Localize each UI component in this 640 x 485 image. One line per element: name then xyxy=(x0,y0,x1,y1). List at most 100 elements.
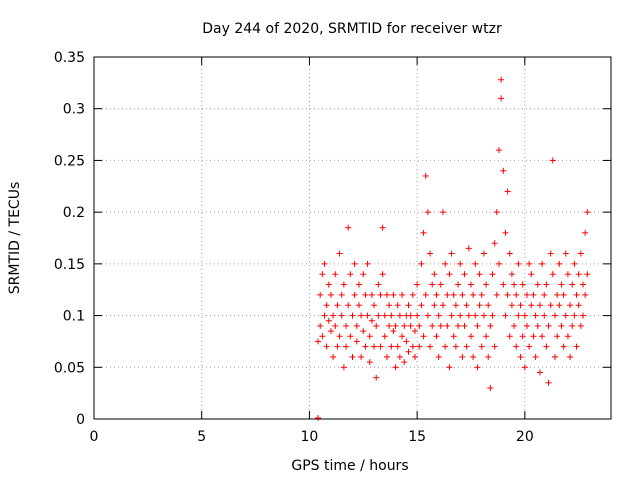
data-point xyxy=(409,343,416,350)
data-point xyxy=(455,281,462,288)
data-point xyxy=(549,271,556,278)
data-point xyxy=(515,312,522,319)
data-point xyxy=(513,343,520,350)
data-point xyxy=(325,281,332,288)
data-point xyxy=(405,348,412,355)
data-point xyxy=(371,343,378,350)
data-point xyxy=(547,250,554,257)
data-point xyxy=(485,353,492,360)
data-point xyxy=(381,312,388,319)
data-point xyxy=(437,322,444,329)
data-point xyxy=(332,322,339,329)
data-point xyxy=(362,343,369,350)
data-point xyxy=(487,384,494,391)
data-point xyxy=(437,281,444,288)
data-point xyxy=(545,322,552,329)
x-tick-label: 10 xyxy=(301,429,319,445)
data-point xyxy=(539,333,546,340)
data-point xyxy=(562,312,569,319)
data-point xyxy=(418,260,425,267)
data-point xyxy=(549,157,556,164)
data-point xyxy=(388,343,395,350)
data-point xyxy=(379,224,386,231)
data-point xyxy=(392,322,399,329)
data-point xyxy=(508,302,515,309)
data-point xyxy=(433,333,440,340)
data-point xyxy=(547,302,554,309)
data-point xyxy=(450,291,457,298)
data-point xyxy=(321,312,328,319)
y-tick-label: 0 xyxy=(76,412,85,428)
data-point xyxy=(383,291,390,298)
data-point xyxy=(401,322,408,329)
data-point xyxy=(373,374,380,381)
data-point xyxy=(560,343,567,350)
data-point xyxy=(371,302,378,309)
data-point xyxy=(332,271,339,278)
data-point xyxy=(439,209,446,216)
data-point xyxy=(379,271,386,278)
data-point xyxy=(498,76,505,83)
data-point xyxy=(353,338,360,345)
data-point xyxy=(345,302,352,309)
data-point xyxy=(495,147,502,154)
data-point xyxy=(338,312,345,319)
data-point xyxy=(347,333,354,340)
data-point xyxy=(500,281,507,288)
data-point xyxy=(577,250,584,257)
data-point xyxy=(358,312,365,319)
y-tick-label: 0.05 xyxy=(54,360,85,376)
data-point xyxy=(411,328,418,335)
data-point xyxy=(401,359,408,366)
data-point xyxy=(493,291,500,298)
data-point xyxy=(551,312,558,319)
x-tick-label: 15 xyxy=(408,429,426,445)
data-point xyxy=(431,302,438,309)
data-point xyxy=(424,209,431,216)
x-tick-label: 5 xyxy=(197,429,206,445)
data-point xyxy=(422,291,429,298)
data-point xyxy=(457,312,464,319)
data-point xyxy=(521,312,528,319)
data-point xyxy=(463,302,470,309)
data-point xyxy=(358,353,365,360)
data-point xyxy=(584,271,591,278)
data-point xyxy=(353,322,360,329)
data-point xyxy=(472,260,479,267)
data-point xyxy=(383,353,390,360)
data-point xyxy=(582,229,589,236)
data-point xyxy=(334,343,341,350)
data-point xyxy=(457,260,464,267)
data-point xyxy=(455,322,462,329)
x-axis-label: GPS time / hours xyxy=(291,458,408,474)
data-point xyxy=(381,333,388,340)
y-tick-label: 0.2 xyxy=(63,205,85,221)
data-point xyxy=(564,271,571,278)
data-point xyxy=(360,328,367,335)
data-point xyxy=(530,291,537,298)
data-point xyxy=(409,291,416,298)
x-tick-label: 20 xyxy=(516,429,534,445)
data-point xyxy=(414,312,421,319)
data-point xyxy=(317,291,324,298)
data-point xyxy=(573,343,580,350)
data-point xyxy=(543,343,550,350)
data-point xyxy=(319,333,326,340)
data-point xyxy=(519,281,526,288)
data-point xyxy=(444,291,451,298)
data-point xyxy=(414,281,421,288)
data-point xyxy=(461,322,468,329)
data-point xyxy=(416,322,423,329)
data-point xyxy=(495,260,502,267)
data-point xyxy=(532,353,539,360)
data-point xyxy=(526,260,533,267)
data-point xyxy=(567,302,574,309)
y-tick-label: 0.25 xyxy=(54,153,85,169)
data-point xyxy=(517,302,524,309)
data-point xyxy=(334,302,341,309)
data-point xyxy=(375,312,382,319)
data-point xyxy=(442,260,449,267)
data-point xyxy=(321,260,328,267)
data-point xyxy=(491,343,498,350)
